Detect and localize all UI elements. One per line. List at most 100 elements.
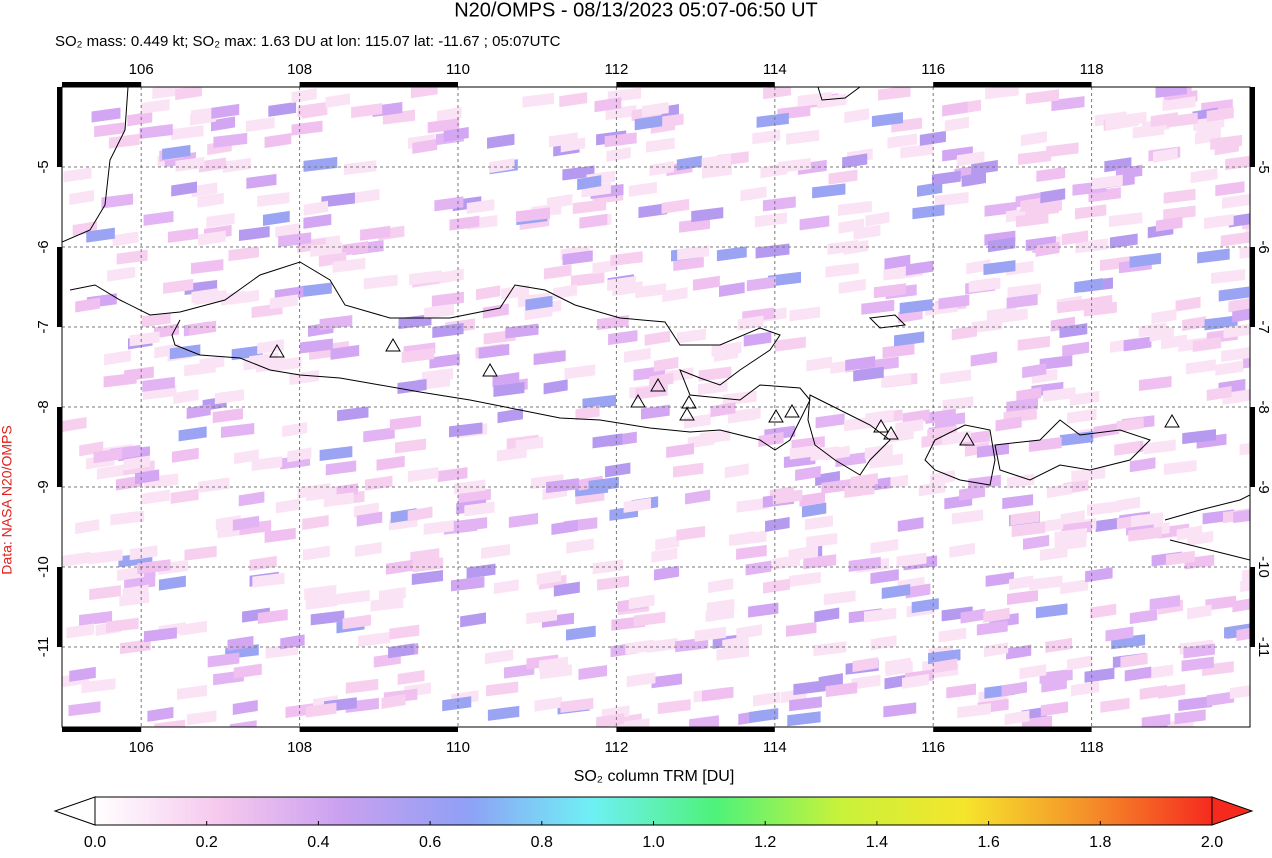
so2-pixel — [310, 242, 343, 258]
so2-pixel — [649, 161, 675, 177]
so2-pixel — [107, 266, 136, 282]
so2-pixel — [870, 635, 897, 651]
frame-bar — [62, 82, 142, 87]
so2-pixel — [232, 699, 258, 715]
so2-pixel — [1084, 667, 1115, 683]
so2-pixel — [618, 718, 650, 727]
so2-pixel — [842, 153, 868, 169]
so2-pixel — [768, 271, 802, 287]
coastline — [817, 87, 907, 329]
so2-pixel — [302, 545, 330, 561]
so2-pixel — [123, 455, 151, 471]
subtitle: SO₂ mass: 0.449 kt; SO₂ max: 1.63 DU at … — [55, 33, 561, 50]
so2-pixel — [635, 384, 668, 400]
so2-pixel — [1211, 268, 1246, 284]
so2-pixel — [825, 682, 858, 698]
so2-pixel — [1218, 286, 1250, 302]
so2-pixel — [1162, 96, 1196, 112]
so2-pixel — [221, 422, 255, 438]
so2-pixel — [902, 673, 929, 689]
so2-pixel — [1206, 107, 1234, 123]
volcano — [269, 338, 1180, 446]
so2-pixel — [628, 594, 655, 610]
so2-pixel — [515, 207, 550, 223]
colorbar-tick-label: 2.0 — [1201, 834, 1223, 851]
so2-pixel — [881, 372, 912, 388]
frame-bar — [57, 407, 62, 487]
so2-pixel — [275, 498, 300, 514]
so2-pixel — [623, 497, 652, 513]
x-tick-label: 116 — [921, 61, 945, 78]
so2-pixel — [449, 422, 483, 438]
so2-pixel — [1028, 437, 1062, 453]
so2-pixel — [522, 92, 554, 108]
so2-pixel — [774, 336, 806, 352]
so2-pixel — [249, 555, 277, 571]
so2-pixel — [376, 455, 405, 471]
so2-pixel — [823, 445, 850, 461]
so2-pixel — [1105, 626, 1134, 642]
so2-pixel — [305, 702, 337, 718]
so2-pixel — [746, 276, 777, 292]
so2-pixel — [431, 291, 464, 307]
so2-pixel — [1006, 293, 1038, 309]
so2-pixel — [795, 465, 821, 481]
so2-pixel — [412, 557, 444, 573]
so2-pixel — [427, 118, 460, 134]
so2-pixel — [736, 544, 767, 560]
so2-pixel — [736, 497, 770, 513]
frame-bar — [299, 82, 458, 87]
so2-pixel — [1149, 595, 1181, 611]
so2-pixel — [684, 489, 711, 505]
so2-pixel — [351, 103, 383, 119]
so2-pixel — [938, 294, 970, 310]
so2-pixel — [364, 475, 393, 491]
so2-pixel — [475, 285, 501, 301]
so2-pixel — [951, 509, 984, 525]
so2-pixel — [885, 661, 913, 677]
so2-pixel — [1131, 512, 1164, 528]
frame-bar — [57, 247, 62, 327]
so2-pixel — [843, 240, 869, 256]
so2-pixel — [143, 627, 177, 643]
y-tick-label: -9 — [1255, 480, 1272, 493]
so2-pixel — [108, 133, 140, 149]
so2-pixel — [1228, 298, 1250, 313]
so2-pixel — [825, 262, 859, 278]
x-tick-label: 116 — [921, 739, 945, 756]
so2-pixel — [89, 585, 121, 601]
so2-pixel — [450, 576, 485, 592]
so2-pixel — [497, 408, 523, 424]
so2-pixel — [198, 157, 227, 173]
so2-pixel — [147, 706, 174, 722]
colorbar-tick-label: 0.4 — [307, 834, 329, 851]
so2-pixel — [246, 173, 277, 189]
so2-pixel — [354, 542, 382, 558]
y-tick-label: -7 — [1255, 320, 1272, 333]
so2-pixel — [299, 338, 333, 354]
so2-pixel — [787, 711, 821, 727]
so2-pixel — [946, 683, 976, 699]
coastline — [1164, 494, 1250, 561]
so2-pixel — [772, 554, 801, 570]
so2-pixel — [1132, 123, 1165, 139]
so2-pixel — [1206, 691, 1235, 707]
so2-pixel — [634, 115, 663, 131]
so2-pixel — [424, 304, 455, 320]
so2-pixel — [116, 249, 148, 265]
so2-pixel — [482, 303, 509, 319]
so2-pixel — [397, 670, 425, 686]
so2-pixel — [280, 634, 305, 650]
so2-pixel — [191, 182, 218, 198]
so2-pixel — [919, 130, 946, 146]
so2-pixel — [551, 520, 578, 536]
so2-pixel — [691, 207, 724, 223]
x-tick-label: 110 — [446, 739, 470, 756]
so2-pixel — [1116, 417, 1144, 433]
so2-pixel — [453, 517, 488, 533]
coastline — [807, 394, 891, 476]
so2-pixel — [1239, 246, 1250, 259]
so2-pixel — [610, 251, 643, 267]
so2-pixel — [553, 581, 580, 597]
so2-pixel — [96, 464, 124, 480]
